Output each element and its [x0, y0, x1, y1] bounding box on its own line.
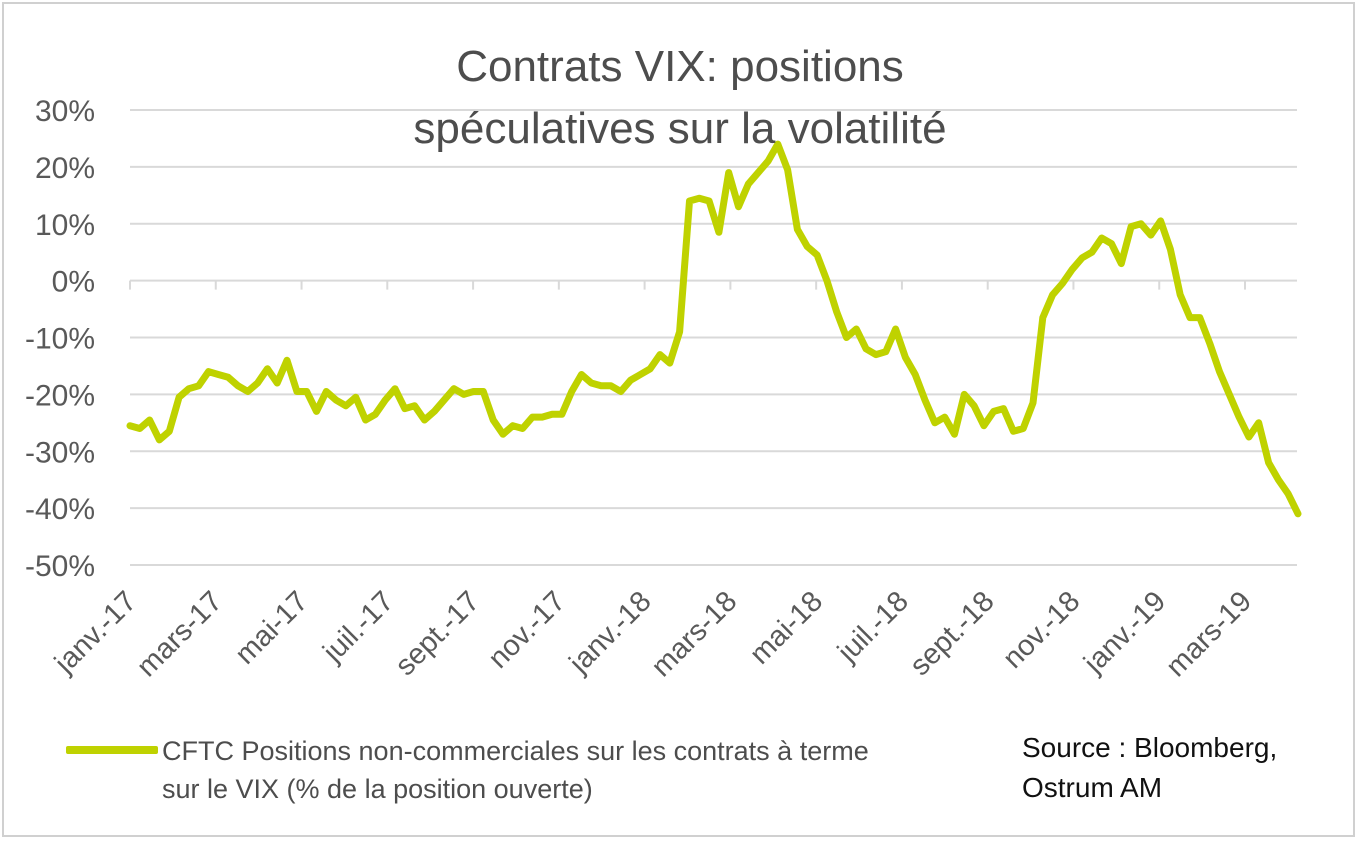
source-note: Source : Bloomberg, Ostrum AM — [1022, 732, 1278, 803]
x-tick-label: mars-19 — [1160, 585, 1258, 683]
legend-label: CFTC Positions non-commerciales sur les … — [162, 736, 869, 804]
x-tick-label: mars-17 — [131, 585, 229, 683]
x-tick-label: janv.-19 — [1077, 585, 1172, 680]
series-line — [126, 140, 1302, 518]
y-tick-label: -50% — [25, 550, 95, 583]
y-tick-label: 0% — [52, 266, 95, 299]
x-tick-label: mars-18 — [645, 585, 743, 683]
x-tick-label: juil.-17 — [317, 585, 401, 669]
y-tick-label: -20% — [25, 379, 95, 412]
y-tick-label: 10% — [35, 209, 95, 242]
x-tick-label: janv.-17 — [48, 585, 143, 680]
x-tick-label: sept.-18 — [904, 585, 1001, 682]
x-tick-label: nov.-18 — [997, 585, 1087, 675]
grid-lines — [130, 109, 1297, 566]
y-tick-label: 20% — [35, 152, 95, 185]
x-tick-label: janv.-18 — [563, 585, 658, 680]
series-layer — [126, 140, 1302, 518]
y-tick-label: -40% — [25, 493, 95, 526]
x-tick-label: nov.-17 — [482, 585, 572, 675]
y-tick-label: 30% — [35, 95, 95, 128]
x-tick-label: juil.-18 — [831, 585, 915, 669]
y-tick-label: -30% — [25, 436, 95, 469]
y-tick-label: -10% — [25, 323, 95, 356]
legend: CFTC Positions non-commerciales sur les … — [66, 732, 906, 808]
legend-swatch — [66, 746, 158, 754]
x-tick-label: sept.-17 — [389, 585, 486, 682]
chart-title: Contrats VIX: positions spéculatives sur… — [413, 42, 947, 153]
x-tick-label: mai-18 — [744, 585, 829, 670]
y-axis-ticks: 30% 20% 10% 0% -10% -20% -30% -40% -50% — [25, 95, 95, 583]
x-tick-label: mai-17 — [229, 585, 314, 670]
